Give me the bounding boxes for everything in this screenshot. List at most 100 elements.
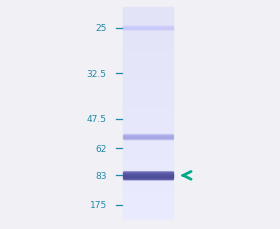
Bar xyxy=(123,181,173,182)
Bar xyxy=(123,175,173,176)
Bar xyxy=(123,191,173,192)
Bar xyxy=(123,202,173,203)
Bar xyxy=(123,36,173,37)
Bar xyxy=(123,21,173,22)
Bar xyxy=(123,15,173,16)
Bar xyxy=(123,217,173,218)
Bar xyxy=(123,152,173,153)
Bar xyxy=(123,38,173,39)
Bar xyxy=(123,138,173,139)
Bar xyxy=(123,170,173,171)
Bar xyxy=(123,44,173,45)
Bar xyxy=(123,11,173,12)
Bar xyxy=(123,18,173,19)
Bar xyxy=(123,114,173,115)
Bar xyxy=(123,162,173,163)
Bar xyxy=(123,43,173,44)
Bar xyxy=(123,209,173,210)
Bar xyxy=(123,77,173,78)
Bar xyxy=(123,87,173,88)
Bar xyxy=(123,75,173,76)
Bar xyxy=(123,116,173,117)
Bar xyxy=(123,98,173,99)
Bar xyxy=(123,189,173,190)
Bar xyxy=(123,147,173,148)
Bar xyxy=(123,90,173,91)
Bar xyxy=(123,80,173,81)
Bar xyxy=(123,153,173,154)
Bar xyxy=(123,76,173,77)
Bar xyxy=(123,204,173,205)
Text: 83: 83 xyxy=(95,171,107,180)
Bar xyxy=(123,20,173,21)
Bar xyxy=(123,148,173,149)
Bar xyxy=(123,89,173,90)
Bar xyxy=(123,157,173,158)
Bar xyxy=(123,100,173,101)
Bar xyxy=(123,197,173,198)
Bar xyxy=(123,195,173,196)
Bar xyxy=(123,135,173,136)
Bar xyxy=(123,198,173,199)
Bar xyxy=(123,123,173,124)
Bar xyxy=(123,40,173,41)
Bar xyxy=(123,212,173,213)
Bar xyxy=(123,83,173,84)
Bar xyxy=(123,70,173,71)
Bar xyxy=(123,201,173,202)
Bar xyxy=(123,171,173,172)
Bar xyxy=(123,140,173,141)
Bar xyxy=(123,169,173,170)
Bar xyxy=(123,105,173,106)
Bar xyxy=(123,133,173,134)
Bar xyxy=(123,13,173,14)
Bar xyxy=(123,47,173,48)
Bar xyxy=(123,211,173,212)
Bar xyxy=(123,207,173,208)
Bar xyxy=(123,196,173,197)
Bar xyxy=(123,165,173,166)
Bar xyxy=(123,39,173,40)
Bar xyxy=(123,156,173,157)
Bar xyxy=(123,183,173,184)
Bar xyxy=(123,53,173,54)
Bar xyxy=(123,57,173,58)
Bar xyxy=(123,24,173,25)
Bar xyxy=(123,14,173,15)
Bar xyxy=(123,168,173,169)
Bar xyxy=(123,84,173,85)
Text: 175: 175 xyxy=(90,201,107,210)
Bar xyxy=(123,59,173,60)
Bar xyxy=(123,113,173,114)
Bar xyxy=(123,187,173,188)
Bar xyxy=(123,136,173,137)
Bar xyxy=(123,177,173,178)
Bar xyxy=(123,8,173,9)
Bar xyxy=(123,86,173,87)
Bar xyxy=(123,184,173,185)
Bar xyxy=(123,155,173,156)
Bar xyxy=(123,141,173,142)
Bar xyxy=(123,129,173,130)
Bar xyxy=(123,79,173,80)
Bar xyxy=(123,72,173,73)
Bar xyxy=(123,167,173,168)
Bar xyxy=(123,95,173,96)
Bar xyxy=(123,94,173,95)
Bar xyxy=(123,107,173,108)
Bar xyxy=(123,9,173,10)
Bar xyxy=(123,50,173,51)
Bar xyxy=(123,74,173,75)
Bar xyxy=(123,88,173,89)
Bar xyxy=(123,158,173,159)
Bar xyxy=(123,41,173,42)
Bar xyxy=(123,45,173,46)
Bar xyxy=(123,63,173,64)
Bar xyxy=(123,92,173,93)
Bar xyxy=(123,25,173,26)
Bar xyxy=(123,37,173,38)
Bar xyxy=(123,81,173,82)
Bar xyxy=(123,55,173,56)
Bar xyxy=(123,149,173,150)
Bar xyxy=(123,137,173,138)
